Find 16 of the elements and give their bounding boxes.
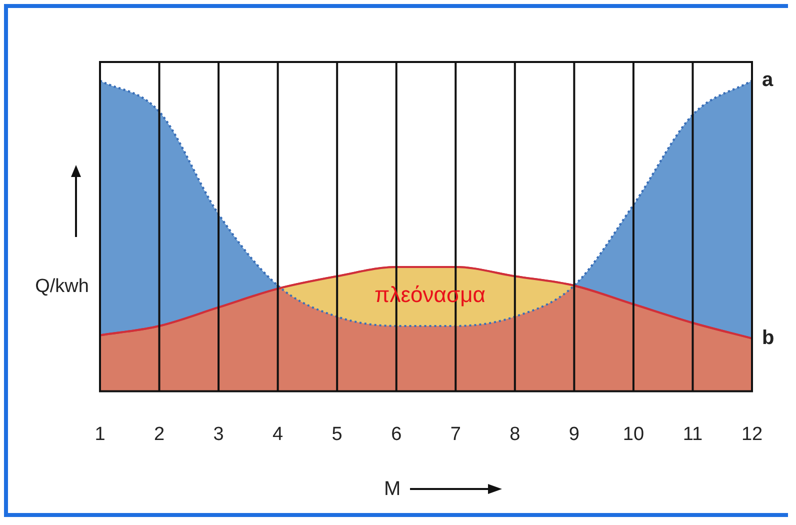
x-tick-label: 11 [682, 424, 703, 445]
x-tick-label: 12 [741, 424, 763, 445]
x-tick-label: 8 [510, 424, 520, 445]
x-tick-label: 4 [272, 424, 284, 445]
x-tick-label: 10 [622, 424, 644, 445]
series-label: a [762, 69, 774, 92]
series-label: b [762, 326, 774, 349]
x-axis-title: M [384, 478, 401, 501]
x-tick-label: 2 [154, 424, 165, 445]
x-tick-label: 9 [568, 424, 580, 445]
x-tick-label: 1 [94, 424, 106, 445]
x-tick-label: 5 [332, 424, 342, 445]
y-axis-title: Q/kwh [34, 276, 90, 298]
x-tick-label: 3 [213, 424, 224, 445]
x-tick-label: 7 [450, 424, 461, 445]
x-tick-label: 6 [391, 424, 402, 445]
